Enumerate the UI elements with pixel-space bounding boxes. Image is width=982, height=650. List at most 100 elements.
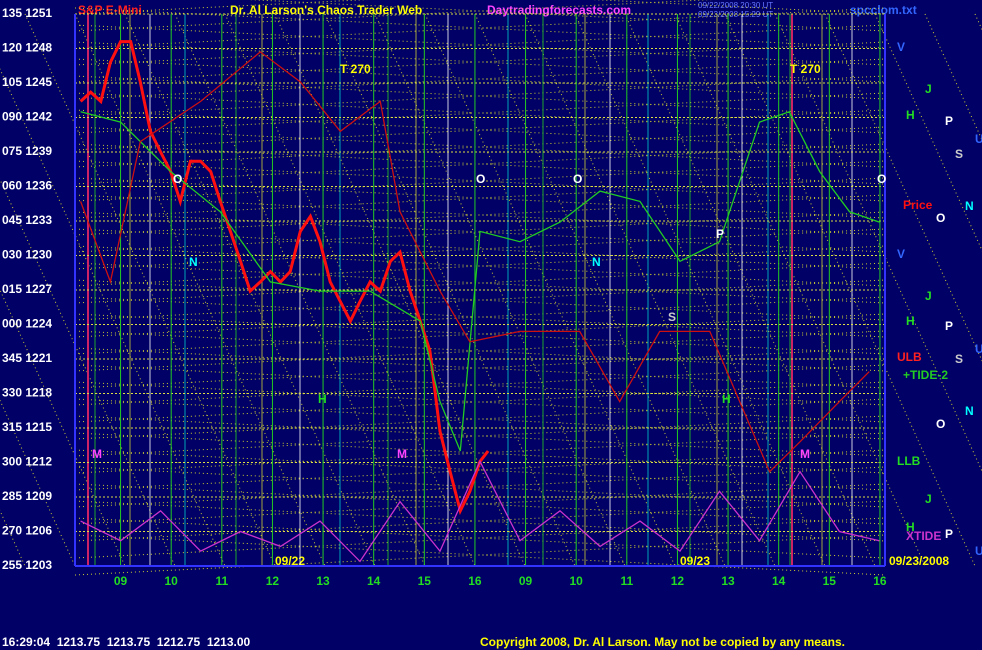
y-tick-label: 015 1227 [2, 282, 52, 296]
date-label: 09/23 [680, 554, 710, 568]
annotation: O [877, 172, 886, 186]
annotation: N [592, 255, 601, 269]
annotation: O [936, 211, 945, 225]
annotation: N [189, 255, 198, 269]
annotation: J [925, 82, 932, 96]
series-line [79, 51, 870, 473]
timestamp: 09/23/2008 15:29 UT [698, 10, 773, 19]
legend-label: +TIDE-2 [903, 368, 948, 382]
x-tick-label: 13 [721, 574, 735, 588]
lattice [924, 13, 982, 142]
x-tick-label: 09 [519, 574, 533, 588]
series-line [80, 111, 880, 452]
annotation: V [897, 40, 905, 54]
x-tick-label: 09 [114, 574, 128, 588]
quote: 16:29:04 1213.75 1213.75 1212.75 1213.00 [2, 635, 251, 649]
annotation: T 270 [340, 62, 371, 76]
y-tick-label: 090 1242 [2, 110, 52, 124]
date-label: 09/22 [275, 554, 305, 568]
annotation: M [397, 447, 407, 461]
y-tick-label: 075 1239 [2, 144, 52, 158]
y-tick-label: 255 1203 [2, 558, 52, 572]
lattice [624, 13, 876, 567]
y-tick-label: 120 1248 [2, 41, 52, 55]
annotation: S [955, 147, 963, 161]
lattice [524, 13, 776, 567]
annotation: S [955, 352, 963, 366]
lattice [74, 13, 326, 567]
x-tick-label: 16 [873, 574, 887, 588]
annotation: ULB [897, 350, 922, 364]
x-tick-label: 11 [620, 574, 633, 588]
lattice [0, 288, 126, 567]
lattice [24, 13, 276, 567]
annotation: V [897, 247, 905, 261]
y-tick-label: 000 1224 [2, 317, 52, 331]
annotation: U [975, 544, 982, 558]
lattice [424, 13, 676, 567]
annotation: H [722, 392, 731, 406]
legend-label: XTIDE [906, 529, 941, 543]
y-tick-label: 045 1233 [2, 213, 52, 227]
annotation: S [668, 310, 676, 324]
lattice [224, 13, 476, 567]
x-tick-label: 15 [418, 574, 432, 588]
x-tick-label: 16 [468, 574, 482, 588]
annotation: O [573, 172, 582, 186]
annotation: H [906, 314, 915, 328]
annotation: H [906, 108, 915, 122]
lattice [174, 13, 426, 567]
lattice [0, 178, 176, 567]
annotation: T 270 [790, 62, 821, 76]
annotation: P [945, 319, 953, 333]
lattice [874, 13, 982, 252]
annotation: M [800, 447, 810, 461]
annotation: N [965, 199, 974, 213]
annotation: H [318, 392, 327, 406]
annotation: P [945, 527, 953, 541]
y-tick-label: 285 1209 [2, 489, 52, 503]
file-name: spcclom.txt [850, 3, 917, 17]
y-tick-label: 315 1215 [2, 420, 52, 434]
x-tick-label: 13 [316, 574, 330, 588]
lattice [274, 13, 526, 567]
annotation: O [173, 172, 182, 186]
y-tick-label: 345 1221 [2, 351, 52, 365]
y-tick-label: 300 1212 [2, 455, 52, 469]
y-tick-label: 330 1218 [2, 386, 52, 400]
annotation: J [925, 492, 932, 506]
annotation: P [716, 227, 724, 241]
lattice [724, 13, 976, 567]
annotation: H [906, 520, 915, 534]
y-tick-label: 060 1236 [2, 179, 52, 193]
lattice [124, 13, 376, 567]
x-tick-label: 14 [772, 574, 786, 588]
chart-title: Dr. Al Larson's Chaos Trader Web [230, 3, 422, 17]
lattice [574, 13, 826, 567]
x-tick-label: 11 [215, 574, 228, 588]
x-tick-label: 12 [266, 574, 280, 588]
annotation: O [936, 417, 945, 431]
copyright: Copyright 2008, Dr. Al Larson. May not b… [480, 635, 845, 649]
legend-label: Price [903, 198, 933, 212]
annotation: P [945, 114, 953, 128]
lattice [474, 13, 726, 567]
symbol: S&P E-Mini [78, 3, 142, 17]
date-label: 09/23/2008 [889, 554, 949, 568]
x-tick-label: 10 [570, 574, 584, 588]
lattice [0, 399, 76, 567]
lattice [824, 13, 982, 362]
y-tick-label: 270 1206 [2, 524, 52, 538]
annotation: LLB [897, 454, 921, 468]
annotation: U [975, 132, 982, 146]
lattice [324, 13, 576, 567]
annotation: U [975, 342, 982, 356]
annotation: O [476, 172, 485, 186]
y-tick-label: 030 1230 [2, 248, 52, 262]
timestamp: 09/22/2008 20:30 UT [698, 1, 773, 10]
y-tick-label: 135 1251 [2, 6, 52, 20]
x-tick-label: 10 [165, 574, 179, 588]
annotation: M [92, 447, 102, 461]
annotation: N [965, 404, 974, 418]
